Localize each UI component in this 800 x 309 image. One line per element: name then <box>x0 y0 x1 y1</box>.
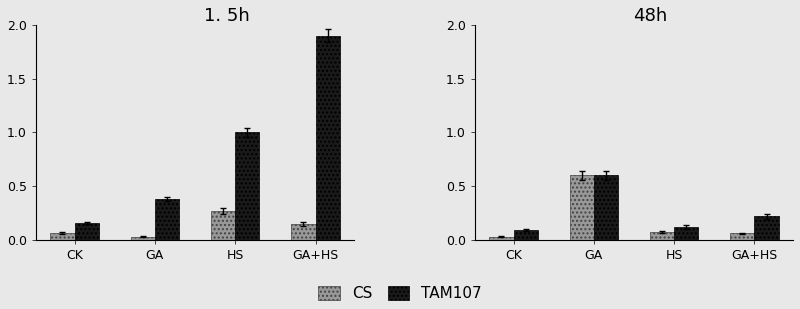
Bar <box>155 199 179 240</box>
Bar <box>50 233 74 240</box>
Bar <box>594 176 618 240</box>
Bar <box>211 211 235 240</box>
Bar <box>291 224 315 240</box>
Legend: CS, TAM107: CS, TAM107 <box>312 280 488 307</box>
Bar <box>315 36 340 240</box>
Bar <box>74 223 98 240</box>
Bar <box>570 176 594 240</box>
Bar <box>490 237 514 240</box>
Bar <box>514 230 538 240</box>
Bar <box>235 133 259 240</box>
Bar <box>130 237 155 240</box>
Bar <box>674 227 698 240</box>
Title: 1. 5h: 1. 5h <box>204 7 250 25</box>
Bar <box>754 216 778 240</box>
Bar <box>650 232 674 240</box>
Bar <box>730 233 754 240</box>
Title: 48h: 48h <box>633 7 667 25</box>
